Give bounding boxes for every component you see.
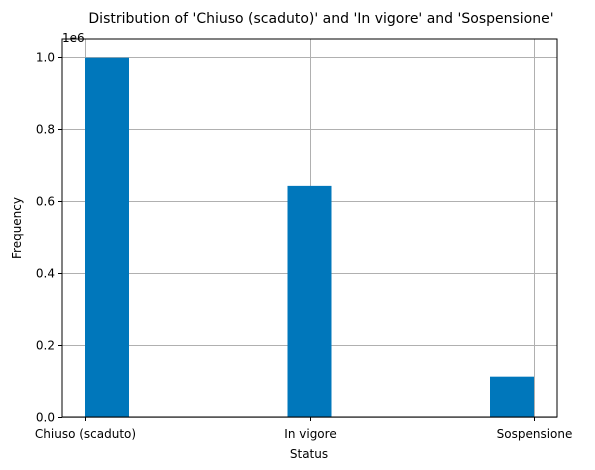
plot-frame [61, 38, 558, 418]
x-axis-ticks: Chiuso (scaduto) In vigore Sospensione [35, 417, 572, 441]
bar [85, 57, 129, 417]
bars [85, 57, 534, 417]
x-tick-label: Chiuso (scaduto) [35, 427, 136, 441]
y-tick-label: 0.8 [36, 123, 55, 137]
bar [490, 376, 534, 417]
x-tick-label: In vigore [284, 427, 336, 441]
x-tick-label: Sospensione [497, 427, 573, 441]
y-tick-label: 1.0 [36, 51, 55, 65]
bar [287, 185, 332, 417]
y-offset-label: 1e6 [62, 31, 85, 45]
y-tick-label: 0.4 [36, 267, 55, 281]
x-axis-label: Status [290, 447, 328, 461]
chart-title: Distribution of 'Chiuso (scaduto)' and '… [88, 11, 553, 27]
y-tick-label: 0.2 [36, 339, 55, 353]
y-axis-ticks: 0.0 0.2 0.4 0.6 0.8 1.0 [36, 51, 62, 425]
y-tick-label: 0.0 [36, 411, 55, 425]
y-tick-label: 0.6 [36, 195, 55, 209]
y-axis-label: Frequency [10, 197, 24, 259]
